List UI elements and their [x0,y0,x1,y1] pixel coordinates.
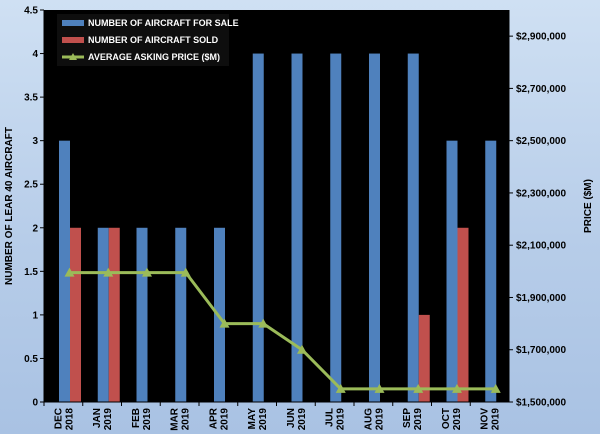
x-tick-month: JUN [286,408,297,428]
y-tick-label: 0 [32,398,38,409]
plot-area [44,10,509,402]
legend-swatch-sold [62,37,84,43]
y-tick-label: 0.5 [24,354,38,365]
x-tick-month: APR [208,407,219,429]
x-tick-year: 2019 [336,408,347,431]
legend-swatch-for-sale [62,20,84,26]
bar-for-sale-8 [369,53,380,403]
x-tick-month: MAY [247,408,258,430]
bar-for-sale-9 [407,53,419,403]
y-tick-label: 1 [32,310,38,321]
x-tick-label-7: JUL 2019 [325,408,347,431]
y-tick-label: 4 [32,49,38,60]
price-marker-10 [452,383,462,393]
bar-sold-1 [108,227,120,402]
x-tick-label-5: MAY 2019 [247,408,269,431]
y2-tick-label: $1,500,000 [516,398,566,409]
y2-tick-label: $2,700,000 [516,84,566,95]
x-tick-year: 2018 [64,408,75,431]
y2-tick-label: $2,500,000 [516,136,566,147]
y2-tick-label: $1,900,000 [516,293,566,304]
bar-for-sale-10 [446,140,458,402]
x-tick-year: 2019 [452,408,463,431]
x-tick-year: 2019 [219,408,230,431]
price-marker-9 [413,383,424,393]
y2-tick-label: $1,700,000 [516,345,566,356]
legend-label-for-sale: NUMBER OF AIRCRAFT FOR SALE [88,18,239,28]
x-tick-label-10: OCT 2019 [441,408,463,431]
y2-axis-title: PRICE ($M) [583,179,594,233]
legend-label-sold: NUMBER OF AIRCRAFT SOLD [88,35,219,45]
y2-tick-label: $2,100,000 [516,241,566,252]
price-marker-4 [219,318,230,328]
x-tick-label-6: JUN 2019 [286,408,308,431]
y-tick-label: 2 [32,223,38,234]
price-marker-11 [490,383,501,393]
x-tick-year: 2019 [297,408,308,431]
x-tick-month: JAN [92,408,103,428]
price-marker-1 [103,267,114,277]
bar-for-sale-3 [175,227,187,402]
left-axis-ticks: 0 0.5 1 1.5 2 2.5 3 3.5 4 4.5 [24,6,44,409]
price-marker-2 [142,267,152,277]
x-tick-year: 2019 [413,408,424,431]
x-tick-label-8: AUG 2019 [363,408,385,431]
price-marker-5 [258,318,269,328]
price-marker-3 [180,267,191,277]
legend-label-price: AVERAGE ASKING PRICE ($M) [88,52,220,62]
x-tick-year: 2019 [374,408,385,431]
x-tick-year: 2019 [491,408,502,431]
x-tick-month: MAR [170,407,181,431]
bar-sold-10 [457,227,469,402]
x-tick-year: 2019 [142,408,153,431]
bar-for-sale-6 [291,53,303,403]
x-tick-month: JUL [325,408,336,427]
price-line-layer [64,267,501,393]
x-tick-month: SEP [402,408,413,428]
x-axis-ticks: DEC 2018 JAN 2019 FEB 2019 MAR 2019 APR 2019 MAY 20… [43,402,502,431]
legend: NUMBER OF AIRCRAFT FOR SALE NUMBER OF AI… [57,14,239,66]
bar-for-sale-11 [485,140,497,402]
y-tick-label: 3.5 [24,93,38,104]
x-tick-month: FEB [131,408,142,428]
x-tick-year: 2019 [181,408,192,431]
x-tick-label-3: MAR 2019 [170,407,192,431]
price-line [69,271,496,391]
legend-box [57,14,229,66]
bar-for-sale-2 [136,227,148,402]
y2-tick-label: $2,300,000 [516,188,566,199]
x-tick-label-4: APR 2019 [208,407,230,430]
x-tick-label-0: DEC 2018 [53,408,75,431]
x-tick-month: AUG [363,408,374,430]
x-tick-year: 2019 [258,408,269,431]
price-marker-6 [297,344,307,354]
y2-tick-label: $2,900,000 [516,32,566,43]
right-axis-ticks: $1,500,000 $1,700,000 $1,900,000 $2,100,000… [509,32,566,409]
x-tick-label-11: NOV 2019 [480,408,502,431]
bar-for-sale-1 [97,227,109,402]
bar-for-sale-7 [330,53,342,403]
bar-for-sale-5 [252,53,264,403]
x-tick-label-2: FEB 2019 [131,408,153,431]
x-tick-month: NOV [480,408,491,430]
y-tick-label: 4.5 [24,6,38,17]
x-tick-year: 2019 [103,408,114,431]
bar-for-sale-0 [59,140,70,402]
price-marker-0 [64,267,75,277]
legend-swatch-price-marker [69,53,77,60]
bar-sold-9 [418,314,430,402]
bar-sold-0 [70,227,81,402]
x-tick-month: DEC [53,408,64,429]
price-marker-8 [374,383,385,393]
x-tick-label-9: SEP 2019 [402,408,424,431]
y-tick-label: 2.5 [24,180,38,191]
y-axis-title: NUMBER OF LEAR 40 AIRCRAFT [4,127,15,285]
y-tick-label: 1.5 [24,267,38,278]
x-tick-label-1: JAN 2019 [92,408,114,431]
y-tick-label: 3 [32,136,38,147]
price-marker-7 [335,383,346,393]
x-tick-month: OCT [441,408,452,429]
